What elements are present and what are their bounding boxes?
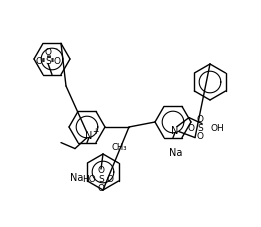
Text: OH: OH xyxy=(211,123,225,133)
Text: Na: Na xyxy=(70,172,84,182)
Text: Na: Na xyxy=(169,147,183,157)
Text: HO: HO xyxy=(82,175,96,184)
Text: O: O xyxy=(197,115,204,123)
Text: O: O xyxy=(35,57,43,66)
Text: S: S xyxy=(45,57,51,66)
Text: ⁻: ⁻ xyxy=(53,45,57,54)
Text: CH₃: CH₃ xyxy=(111,143,127,152)
Text: O: O xyxy=(98,184,104,193)
Text: O: O xyxy=(54,57,61,66)
Text: O: O xyxy=(197,131,204,141)
Text: S: S xyxy=(197,123,203,133)
Text: O: O xyxy=(187,123,194,133)
Text: N: N xyxy=(171,125,179,135)
Text: S: S xyxy=(98,175,104,184)
Text: O: O xyxy=(44,48,51,57)
Text: +: + xyxy=(92,126,98,136)
Text: O: O xyxy=(98,166,104,175)
Text: O: O xyxy=(106,175,114,184)
Text: N: N xyxy=(85,130,93,140)
